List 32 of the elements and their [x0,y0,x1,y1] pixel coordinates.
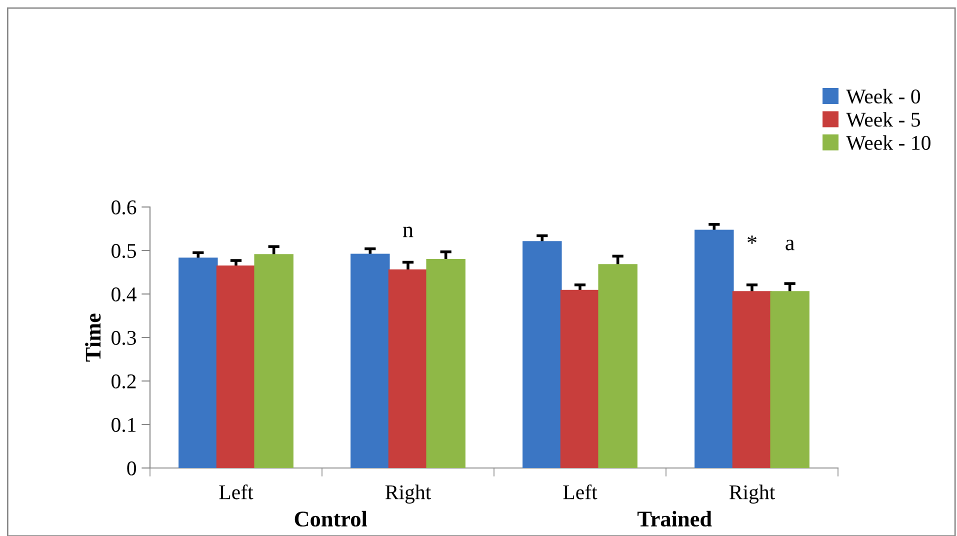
y-tick-label: 0.5 [112,244,136,258]
bar [388,269,428,468]
bar [350,254,390,468]
y-tick-label: 0.6 [112,200,136,215]
text: Control [294,510,368,527]
y-axis-title: Time [85,314,101,362]
legend-label: Week - 10 [846,135,930,150]
bar [426,258,466,468]
bar [178,258,218,468]
y-tick-label: 0.1 [112,418,136,432]
x-tick-label: Right [385,484,432,504]
bar [254,254,294,468]
bar [216,265,256,468]
y-tick-label: 0.4 [112,287,136,302]
bar [694,230,734,468]
annotation: * [748,236,756,244]
bar [732,291,772,468]
x-tick-label: Left [219,484,254,500]
legend-label: Week - 0 [846,88,920,104]
bar [522,241,562,468]
y-tick-label: 0.3 [112,330,136,346]
legend-label: Week - 5 [846,112,920,127]
bar [560,290,600,468]
annotation: a [786,240,794,250]
y-tick-label: 0 [127,461,136,476]
x-tick-label: Right [729,484,776,504]
y-tick-label: 0.2 [112,374,136,389]
bar [598,264,638,468]
bar [770,291,810,468]
text: Trained [637,510,712,527]
x-tick-label: Left [563,484,598,500]
annotation: n [402,226,414,238]
